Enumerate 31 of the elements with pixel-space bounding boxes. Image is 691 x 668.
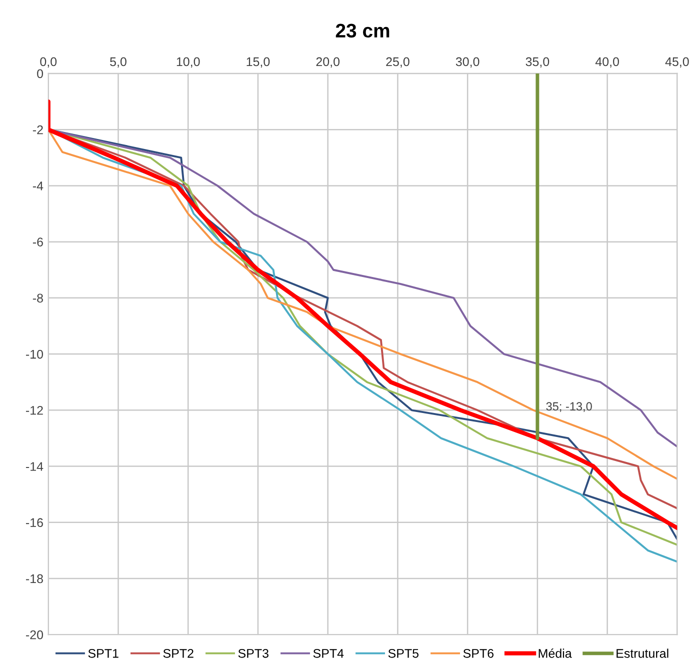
x-tick-label: 10,0: [176, 57, 200, 68]
legend-label: SPT3: [238, 648, 268, 658]
y-tick-label: 0: [37, 69, 44, 78]
legend-label: SPT4: [313, 648, 344, 658]
x-tick-label: 40,0: [595, 57, 619, 68]
x-tick-label: 35,0: [526, 57, 550, 68]
chart-title: 23 cm: [336, 24, 390, 38]
y-tick-label: -14: [26, 462, 44, 471]
y-tick-label: -20: [26, 630, 44, 640]
legend-label: SPT6: [463, 648, 494, 658]
x-tick-label: 20,0: [316, 57, 340, 68]
x-tick-label: 25,0: [386, 57, 410, 68]
x-tick-label: 0,0: [40, 57, 57, 68]
legend-label: Média: [538, 648, 572, 658]
y-tick-label: -18: [26, 574, 43, 584]
legend-label: Estrutural: [616, 648, 668, 658]
legend-label: SPT1: [88, 648, 118, 658]
y-tick-label: -4: [32, 182, 44, 190]
x-tick-label: 15,0: [246, 57, 270, 68]
x-tick-label: 45,0: [665, 57, 689, 68]
y-tick-label: -8: [32, 294, 43, 303]
y-tick-label: -2: [32, 125, 43, 134]
legend-label: SPT5: [388, 648, 419, 658]
y-tick-label: -6: [32, 238, 43, 246]
x-tick-label: 30,0: [456, 57, 480, 68]
annotation: 35; -13,0: [546, 402, 592, 412]
legend-label: SPT2: [163, 648, 194, 658]
y-tick-label: -16: [26, 518, 43, 528]
x-tick-label: 5,0: [110, 57, 126, 68]
y-tick-label: -12: [26, 406, 43, 415]
y-tick-label: -10: [26, 350, 44, 359]
